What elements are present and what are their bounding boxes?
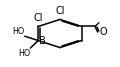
Text: Cl: Cl — [55, 6, 65, 16]
Text: B: B — [39, 36, 45, 46]
Text: HO: HO — [18, 49, 30, 58]
Text: HO: HO — [12, 27, 25, 36]
Text: Cl: Cl — [33, 13, 43, 23]
Text: O: O — [99, 27, 107, 37]
